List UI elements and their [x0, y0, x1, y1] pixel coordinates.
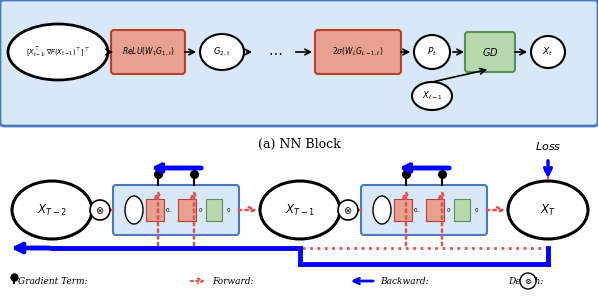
Ellipse shape: [8, 24, 108, 80]
Text: (a) NN Block: (a) NN Block: [258, 138, 340, 151]
Text: Backward:: Backward:: [380, 277, 429, 285]
Text: $GD$: $GD$: [482, 46, 498, 58]
Text: 0: 0: [199, 207, 202, 212]
FancyBboxPatch shape: [454, 199, 470, 221]
FancyBboxPatch shape: [315, 30, 401, 74]
Text: $X_{T-2}$: $X_{T-2}$: [37, 202, 67, 218]
Text: $G_{2,t}$: $G_{2,t}$: [213, 46, 231, 58]
Text: 0: 0: [474, 207, 478, 212]
Text: $X_t$: $X_t$: [542, 46, 554, 58]
FancyBboxPatch shape: [111, 30, 185, 74]
FancyBboxPatch shape: [178, 199, 196, 221]
Ellipse shape: [520, 273, 536, 289]
Text: Gradient Term:: Gradient Term:: [18, 277, 87, 285]
FancyBboxPatch shape: [361, 185, 487, 235]
Text: $\cdots$: $\cdots$: [268, 45, 282, 59]
Text: $\otimes$: $\otimes$: [95, 204, 105, 215]
Text: Forward:: Forward:: [212, 277, 254, 285]
Text: $\otimes$: $\otimes$: [524, 277, 532, 285]
Text: 0..: 0..: [413, 207, 420, 212]
Ellipse shape: [125, 196, 143, 224]
FancyBboxPatch shape: [426, 199, 444, 221]
Ellipse shape: [412, 82, 452, 110]
Text: $X_T$: $X_T$: [540, 202, 556, 218]
Text: $\otimes$: $\otimes$: [343, 204, 353, 215]
Text: $P_t$: $P_t$: [427, 46, 437, 58]
Ellipse shape: [200, 34, 244, 70]
Ellipse shape: [531, 36, 565, 68]
Text: 0: 0: [446, 207, 450, 212]
Ellipse shape: [12, 181, 92, 239]
Ellipse shape: [260, 181, 340, 239]
Ellipse shape: [508, 181, 588, 239]
FancyBboxPatch shape: [206, 199, 222, 221]
Text: $2\sigma(W_LG_{L-1,t})$: $2\sigma(W_LG_{L-1,t})$: [332, 46, 384, 58]
Ellipse shape: [338, 200, 358, 220]
Ellipse shape: [90, 200, 110, 220]
Ellipse shape: [414, 35, 450, 69]
Text: $ReLU(W_1G_{1,t})$: $ReLU(W_1G_{1,t})$: [121, 46, 175, 58]
FancyBboxPatch shape: [465, 32, 515, 72]
Text: 0..: 0..: [166, 207, 172, 212]
Text: $[X_{t-1}^\top\!,\nabla F(X_{t-1})^\top]^\top$: $[X_{t-1}^\top\!,\nabla F(X_{t-1})^\top]…: [26, 45, 90, 59]
Text: 0: 0: [226, 207, 230, 212]
Text: $X_{T-1}$: $X_{T-1}$: [285, 202, 315, 218]
FancyBboxPatch shape: [113, 185, 239, 235]
Text: $\mathit{Loss}$: $\mathit{Loss}$: [535, 140, 561, 152]
FancyBboxPatch shape: [394, 199, 412, 221]
Text: $X_{t-1}$: $X_{t-1}$: [422, 90, 443, 102]
Text: Detach:: Detach:: [508, 277, 544, 285]
FancyBboxPatch shape: [0, 0, 598, 126]
FancyBboxPatch shape: [146, 199, 164, 221]
Ellipse shape: [373, 196, 391, 224]
